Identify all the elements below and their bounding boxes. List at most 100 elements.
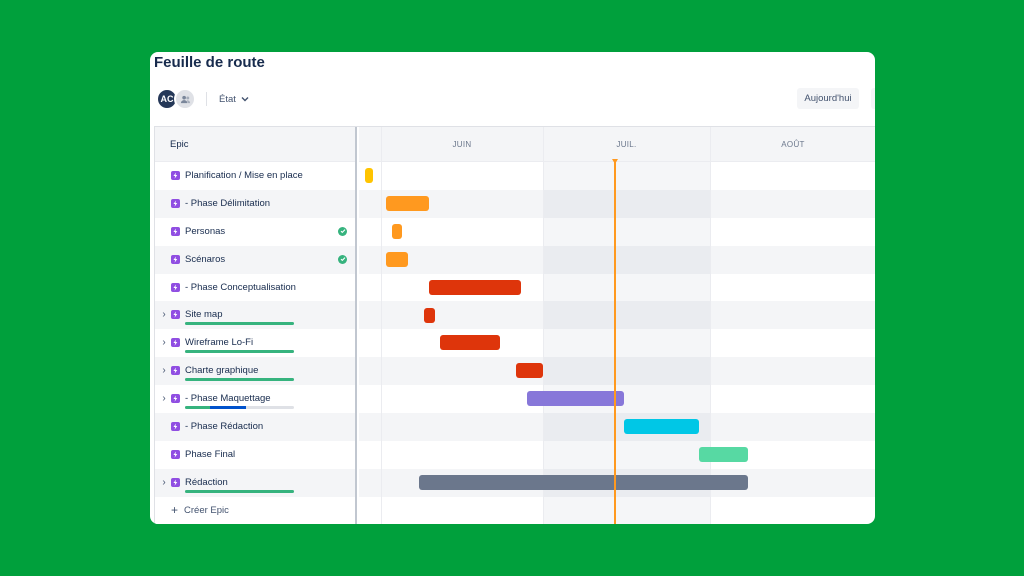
epic-icon [171, 310, 180, 320]
epic-timeline-bar[interactable] [516, 363, 543, 379]
month-divider [710, 127, 711, 524]
epic-label[interactable]: Charte graphique [185, 365, 259, 377]
user-group-icon[interactable] [174, 88, 196, 110]
progress-bar [185, 350, 294, 354]
timeline-row [359, 245, 875, 274]
epic-timeline-bar[interactable] [527, 391, 624, 407]
epic-rows: Planification / Mise en place - Phase Dél… [155, 162, 355, 497]
epic-icon [171, 477, 180, 487]
month-july: JUIL. [616, 140, 637, 149]
epic-row[interactable]: Scénaros [155, 245, 355, 274]
epic-label[interactable]: - Phase Délimitation [185, 197, 271, 209]
timeline-row [359, 357, 875, 386]
timeline-row [359, 413, 875, 441]
epic-timeline-bar[interactable] [365, 168, 373, 183]
epic-row[interactable]: - Phase Délimitation [155, 189, 355, 218]
check-circle-icon [338, 226, 347, 236]
epic-label[interactable]: Site map [185, 309, 223, 321]
chevron-right-icon[interactable]: › [162, 393, 166, 405]
chevron-right-icon[interactable]: › [162, 476, 166, 488]
epic-icon [171, 171, 180, 180]
view-settings-button[interactable] [871, 88, 875, 109]
progress-bar [185, 489, 294, 493]
status-filter-label: État [219, 93, 236, 105]
epic-label[interactable]: Rédaction [185, 476, 228, 488]
epic-icon [171, 338, 180, 348]
epic-timeline-bar[interactable] [699, 447, 748, 462]
timeline: JUIN JUIL. AOÛT [359, 127, 875, 524]
month-june: JUIN [452, 140, 472, 149]
epic-label[interactable]: Planification / Mise en place [185, 170, 303, 181]
timeline-header: JUIN JUIL. AOÛT [359, 127, 875, 162]
epic-timeline-bar[interactable] [392, 223, 402, 239]
progress-in-progress [210, 406, 247, 410]
epic-row[interactable]: Phase Final [155, 441, 355, 469]
chevron-right-icon[interactable]: › [162, 309, 166, 321]
epic-row[interactable]: › - Phase Maquettage [155, 385, 355, 413]
epic-icon [171, 282, 180, 292]
create-epic-button[interactable]: + Créer Epic [155, 497, 355, 524]
today-button[interactable]: Aujourd'hui [797, 88, 859, 109]
epic-icon [171, 449, 180, 459]
progress-done [185, 489, 294, 493]
chevron-down-icon [241, 97, 249, 102]
progress-bar [185, 322, 294, 326]
epic-label[interactable]: Phase Final [185, 448, 236, 460]
progress-done [185, 322, 294, 326]
progress-bar [185, 378, 294, 382]
epic-row[interactable]: Planification / Mise en place [155, 162, 355, 190]
plus-icon: + [171, 503, 179, 518]
today-line [614, 162, 616, 524]
epic-label[interactable]: - Phase Maquettage [185, 393, 271, 405]
epic-label[interactable]: - Phase Conceptualisation [185, 281, 296, 293]
epic-label[interactable]: Scénaros [185, 253, 226, 265]
epic-row[interactable]: › Site map [155, 301, 355, 330]
epic-row[interactable]: - Phase Conceptualisation [155, 274, 355, 302]
epic-timeline-bar[interactable] [624, 419, 699, 435]
today-marker-icon [612, 159, 618, 164]
status-filter-dropdown[interactable]: État [219, 94, 249, 105]
epic-column-header: Epic [155, 127, 355, 162]
epic-icon [171, 366, 180, 376]
epic-row[interactable]: › Rédaction [155, 468, 355, 497]
epic-row[interactable]: › Wireframe Lo-Fi [155, 329, 355, 357]
create-epic-label: Créer Epic [184, 504, 229, 516]
timeline-row [359, 189, 875, 218]
check-circle-icon [338, 254, 347, 264]
chevron-right-icon[interactable]: › [162, 337, 166, 349]
epic-timeline-bar[interactable] [424, 307, 435, 323]
chevron-right-icon[interactable]: › [162, 365, 166, 377]
progress-bar [185, 406, 294, 410]
epic-icon [171, 198, 180, 208]
epic-timeline-bar[interactable] [440, 335, 500, 351]
epic-label[interactable]: - Phase Rédaction [185, 421, 264, 433]
toolbar-divider [206, 92, 207, 106]
epic-label[interactable]: Wireframe Lo-Fi [185, 337, 254, 349]
month-divider [381, 127, 382, 524]
progress-done [185, 406, 211, 410]
epic-icon [171, 394, 180, 404]
timeline-row [359, 301, 875, 330]
epic-timeline-bar[interactable] [386, 251, 408, 267]
epic-icon [171, 254, 180, 264]
epic-timeline-bar[interactable] [429, 279, 521, 295]
month-divider [543, 127, 544, 524]
epic-icon [171, 422, 180, 432]
epic-row[interactable]: - Phase Rédaction [155, 413, 355, 441]
epic-icon [171, 226, 180, 236]
toolbar: AC État [156, 88, 249, 110]
progress-done [185, 378, 294, 382]
roadmap-grid: Epic Planification / Mise en place - Phas… [154, 126, 875, 524]
epic-timeline-bar[interactable] [386, 195, 429, 211]
epic-timeline-bar[interactable] [419, 474, 748, 490]
roadmap-panel: Feuille de route AC État Aujourd'hui Epi… [150, 52, 875, 524]
epic-label[interactable]: Personas [185, 225, 226, 237]
epic-list: Epic Planification / Mise en place - Phas… [155, 127, 357, 524]
epic-row[interactable]: Personas [155, 218, 355, 246]
month-august: AOÛT [781, 140, 805, 149]
timeline-rows [359, 162, 875, 497]
epic-row[interactable]: › Charte graphique [155, 357, 355, 386]
current-month-shade [543, 162, 710, 524]
progress-done [185, 350, 294, 354]
page-title: Feuille de route [154, 54, 265, 71]
